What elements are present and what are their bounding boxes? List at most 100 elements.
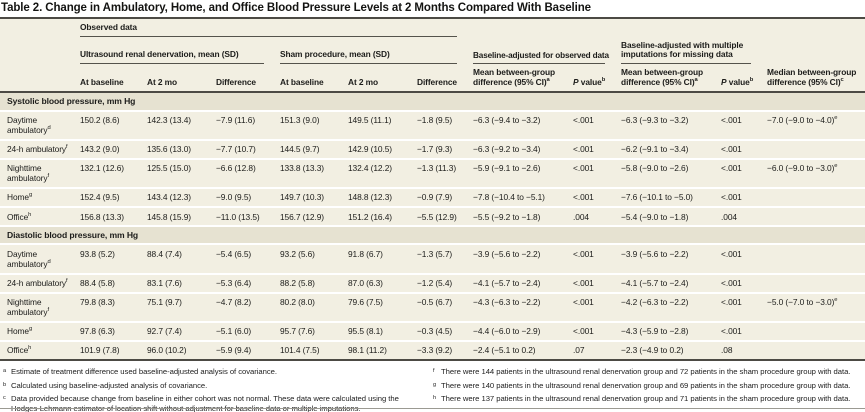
data-cell: 91.8 (6.7) — [348, 243, 417, 274]
data-cell: 156.8 (13.3) — [80, 206, 147, 227]
column-p-value-imputed: P valueb — [721, 63, 768, 94]
footnote: a Estimate of treatment difference used b… — [3, 367, 423, 377]
median-footnote-marker: e — [834, 163, 838, 170]
group-baseline-adjusted-observed: Baseline-adjusted for observed data — [473, 37, 621, 64]
median-diff-cell — [767, 138, 865, 159]
footnote-marker: f — [433, 368, 435, 374]
data-cell: −1.3 (5.7) — [417, 243, 474, 274]
data-cell: 101.9 (7.8) — [80, 339, 147, 360]
data-cell: −6.6 (12.8) — [216, 157, 280, 188]
data-cell: 88.4 (5.8) — [80, 272, 147, 293]
data-cell: −5.3 (6.4) — [216, 272, 280, 293]
row-label: Daytime ambulatoryd — [0, 109, 80, 140]
column-difference-sham: Difference — [417, 63, 474, 94]
data-cell: <.001 — [573, 109, 622, 140]
data-cell: −5.1 (6.0) — [216, 320, 280, 341]
data-cell: 144.5 (9.7) — [280, 138, 348, 159]
data-cell: <.001 — [721, 186, 768, 208]
median-diff-cell — [767, 186, 865, 208]
footnote-marker: h — [433, 395, 437, 402]
group-baseline-adjusted-imputed-label: Baseline-adjusted with multiple imputati… — [621, 38, 752, 64]
row-label: Nighttime ambulatoryf — [0, 157, 80, 188]
header-spacer — [767, 19, 865, 37]
row-footnote-marker: g — [28, 326, 33, 333]
data-cell: 149.5 (11.1) — [348, 109, 417, 140]
row-label: Homeg — [0, 186, 80, 208]
footnote-marker: c — [3, 395, 6, 402]
row-footnote-marker: f — [66, 144, 68, 151]
footnote-text: Data provided because change from baseli… — [11, 394, 399, 412]
median-footnote-marker: e — [834, 115, 838, 122]
data-cell: −5.8 (−9.0 to −2.6) — [621, 157, 722, 188]
group-baseline-adjusted-imputed: Baseline-adjusted with multiple imputati… — [621, 37, 767, 64]
footnote-marker-a: a — [546, 76, 550, 83]
data-cell: −4.4 (−6.0 to −2.9) — [473, 320, 574, 341]
data-cell: 87.0 (6.3) — [348, 272, 417, 293]
group-sham-procedure-label: Sham procedure, mean (SD) — [280, 47, 458, 64]
row-footnote-marker: h — [28, 211, 32, 218]
column-mean-diff-observed: Mean between-group difference (95% CI)a — [473, 63, 574, 94]
data-cell: −5.4 (−9.0 to −1.8) — [621, 206, 722, 227]
group-ultrasound-denervation-label: Ultrasound renal denervation, mean (SD) — [80, 47, 264, 64]
group-observed-data-label: Observed data — [80, 20, 458, 37]
data-cell: 148.8 (12.3) — [348, 186, 417, 208]
footnote-text: Estimate of treatment difference used ba… — [11, 367, 277, 376]
data-cell: −7.7 (10.7) — [216, 138, 280, 159]
data-cell: 156.7 (12.9) — [280, 206, 348, 227]
data-cell: −1.7 (9.3) — [417, 138, 474, 159]
column-difference-usrd: Difference — [216, 63, 280, 94]
data-cell: <.001 — [573, 138, 622, 159]
data-cell: 125.5 (15.0) — [147, 157, 216, 188]
row-footnote-marker: d — [47, 125, 51, 132]
median-diff-cell: −6.0 (−9.0 to −3.0)e — [767, 157, 865, 188]
data-cell: 142.9 (10.5) — [348, 138, 417, 159]
data-cell: .004 — [573, 206, 622, 227]
table-row: Daytime ambulatoryd 93.8 (5.2) 88.4 (7.4) −… — [0, 243, 865, 274]
footnote: c Data provided because change from basel… — [3, 394, 423, 412]
data-cell: −0.5 (6.7) — [417, 291, 474, 322]
header-spacer — [473, 19, 621, 37]
median-diff-cell — [767, 339, 865, 360]
data-cell: 145.8 (15.9) — [147, 206, 216, 227]
data-cell: .08 — [721, 339, 768, 360]
data-cell: −3.9 (−5.6 to −2.2) — [473, 243, 574, 274]
data-cell: 80.2 (8.0) — [280, 291, 348, 322]
data-cell: 151.2 (16.4) — [348, 206, 417, 227]
blood-pressure-table: Observed data Ultrasound renal denervati… — [0, 19, 865, 361]
data-cell: 98.1 (11.2) — [348, 339, 417, 360]
data-cell: 143.4 (12.3) — [147, 186, 216, 208]
data-cell: −1.3 (11.3) — [417, 157, 474, 188]
row-label: 24-h ambulatoryf — [0, 272, 80, 293]
row-footnote-marker: g — [28, 192, 33, 199]
group-sham-procedure: Sham procedure, mean (SD) — [280, 37, 473, 64]
median-diff-cell — [767, 206, 865, 227]
data-cell: 97.8 (6.3) — [80, 320, 147, 341]
header-row-group2: Ultrasound renal denervation, mean (SD) … — [0, 36, 865, 94]
table-body: Systolic blood pressure, mm Hg Daytime am… — [0, 92, 865, 360]
section-header-row: Systolic blood pressure, mm Hg — [0, 92, 865, 111]
data-cell: −5.5 (12.9) — [417, 206, 474, 227]
footnote: h There were 137 patients in the ultrasou… — [433, 394, 853, 404]
data-cell: 83.1 (7.6) — [147, 272, 216, 293]
data-cell: −3.9 (−5.6 to −2.2) — [621, 243, 722, 274]
data-cell: 151.3 (9.0) — [280, 109, 348, 140]
data-cell: −4.3 (−6.3 to −2.2) — [473, 291, 574, 322]
row-footnote-marker: h — [28, 345, 32, 352]
data-cell: .004 — [721, 206, 768, 227]
data-cell: <.001 — [573, 243, 622, 274]
row-footnote-marker: f — [47, 173, 49, 180]
row-label: Nighttime ambulatoryf — [0, 291, 80, 322]
data-cell: −0.3 (4.5) — [417, 320, 474, 341]
header-row-columns: At baseline At 2 mo Difference At baseli… — [0, 63, 865, 94]
group-baseline-adjusted-observed-label: Baseline-adjusted for observed data — [473, 48, 609, 64]
data-cell: 101.4 (7.5) — [280, 339, 348, 360]
data-cell: <.001 — [721, 243, 768, 274]
data-cell: 93.8 (5.2) — [80, 243, 147, 274]
footnote-marker-c: c — [840, 76, 844, 83]
data-cell: −9.0 (9.5) — [216, 186, 280, 208]
data-cell: −6.3 (−9.4 to −3.2) — [473, 109, 574, 140]
median-diff-cell — [767, 320, 865, 341]
data-cell: −2.3 (−4.9 to 0.2) — [621, 339, 722, 360]
column-at-2mo-usrd: At 2 mo — [147, 63, 216, 94]
row-label: 24-h ambulatoryf — [0, 138, 80, 159]
